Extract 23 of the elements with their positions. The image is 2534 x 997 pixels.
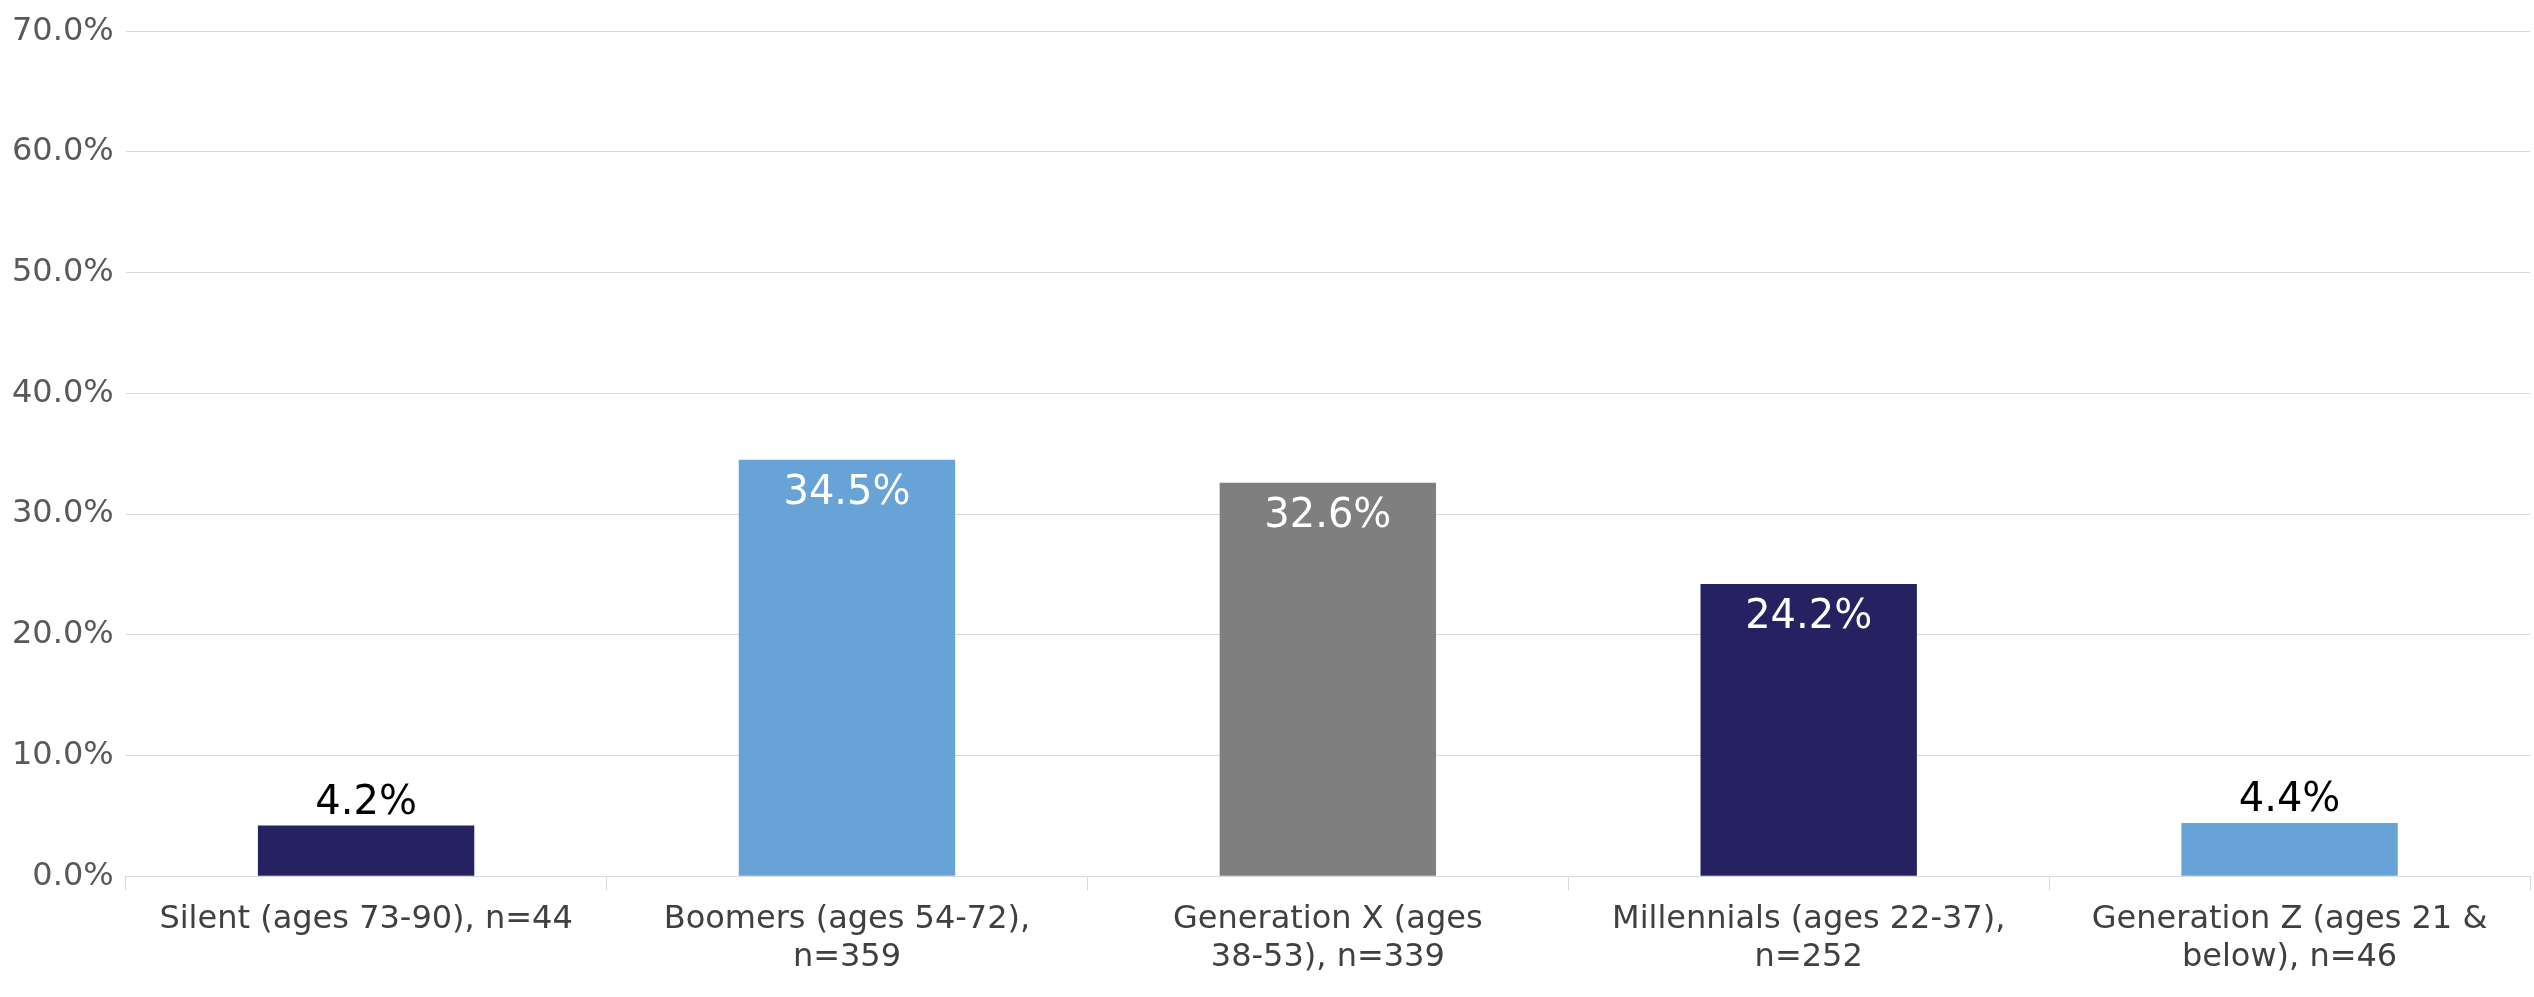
bar	[257, 825, 475, 876]
x-tick-label: Millennials (ages 22-37), n=252	[1612, 897, 2006, 975]
data-label: 4.2%	[315, 776, 417, 823]
bar	[1700, 584, 1917, 876]
x-tick-label: Generation X (ages 38-53), n=339	[1173, 897, 1483, 975]
data-label: 24.2%	[1745, 591, 1873, 638]
data-label: 34.5%	[783, 467, 911, 514]
x-tick-label: Generation Z (ages 21 & below), n=46	[2091, 897, 2488, 975]
data-label: 32.6%	[1264, 490, 1392, 537]
y-tick-label: 10.0%	[12, 733, 114, 772]
x-tick-label: Silent (ages 73-90), n=44	[159, 897, 573, 936]
data-label: 4.4%	[2238, 774, 2341, 821]
bar	[1219, 482, 1437, 876]
y-tick-label: 50.0%	[12, 250, 114, 289]
y-tick-label: 60.0%	[12, 130, 114, 169]
y-tick-label: 0.0%	[32, 854, 114, 893]
y-tick-label: 70.0%	[12, 9, 114, 48]
x-tick-label: Boomers (ages 54-72), n=359	[663, 897, 1031, 975]
y-tick-label: 30.0%	[12, 492, 114, 531]
bar	[738, 459, 956, 876]
y-tick-label: 40.0%	[12, 371, 114, 410]
y-tick-label: 20.0%	[12, 613, 114, 652]
bar	[2181, 823, 2398, 876]
